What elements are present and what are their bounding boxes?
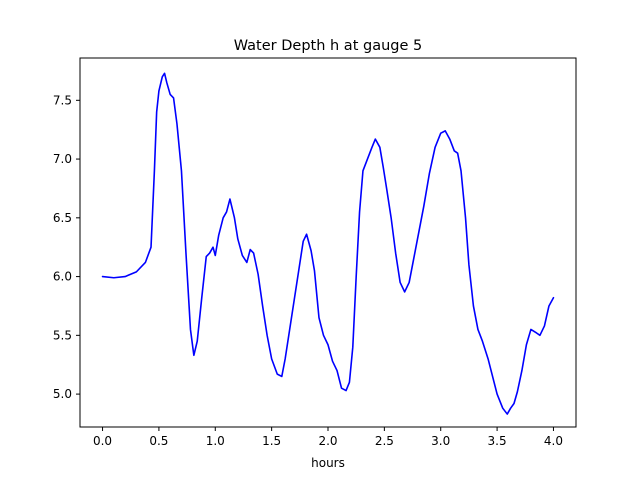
chart-title: Water Depth h at gauge 5 bbox=[234, 38, 422, 54]
x-tick-label: 0.5 bbox=[149, 434, 168, 448]
y-tick-label: 7.5 bbox=[53, 93, 72, 107]
y-tick-label: 5.5 bbox=[53, 328, 72, 342]
x-tick-label: 2.0 bbox=[318, 434, 337, 448]
axes: 0.0 0.5 1.0 1.5 2.0 2.5 3.0 3.5 4.0 5.0 5.5 6.0 6.5 7… bbox=[53, 57, 577, 448]
y-tick-label: 6.0 bbox=[53, 270, 72, 284]
x-tick-label: 2.5 bbox=[375, 434, 394, 448]
x-tick-label: 1.0 bbox=[206, 434, 225, 448]
series-line-0 bbox=[101, 72, 555, 415]
x-tick-label: 4.0 bbox=[544, 434, 563, 448]
x-tick-label: 3.5 bbox=[488, 434, 507, 448]
y-tick-label: 6.5 bbox=[53, 211, 72, 225]
x-tick-label: 3.0 bbox=[431, 434, 450, 448]
y-tick-label: 5.0 bbox=[53, 387, 72, 401]
x-tick-label: 1.5 bbox=[262, 434, 281, 448]
x-tick-label: 0.0 bbox=[93, 434, 112, 448]
plot-area bbox=[101, 72, 555, 415]
x-axis-label: hours bbox=[311, 456, 345, 470]
y-tick-label: 7.0 bbox=[53, 152, 72, 166]
